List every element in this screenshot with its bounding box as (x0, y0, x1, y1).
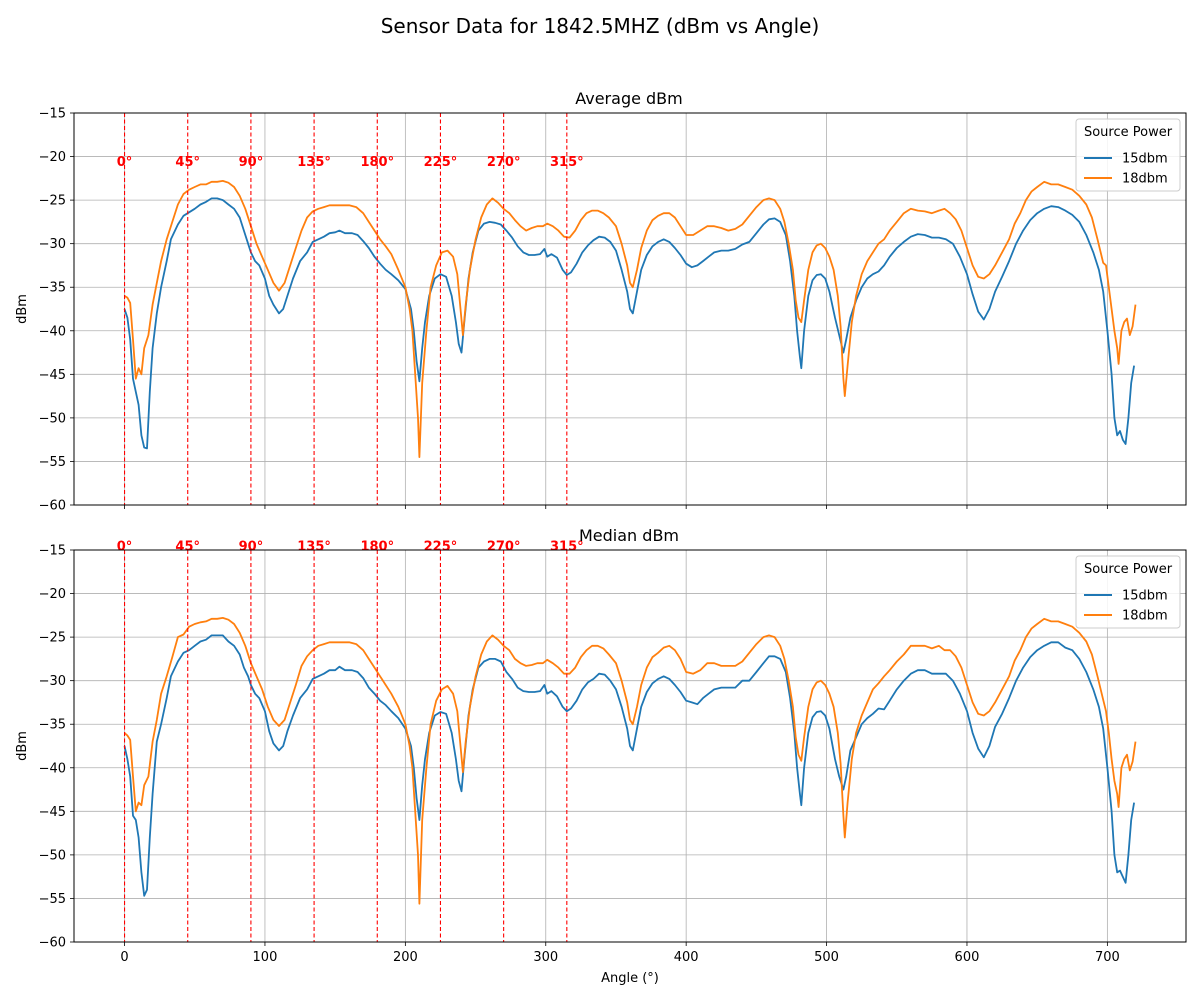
subplot-1: −60 −55 −50 −45 −40 −35 −30 −25 −20 −15 0° 45° 90° 13… (15, 89, 1187, 514)
legend-entry: 15dbm (1122, 152, 1168, 167)
x-tick-label: 100 (253, 950, 278, 965)
angle-marker-label: 270° (487, 155, 521, 170)
y-tick-label: −35 (39, 281, 66, 296)
series-line-18dbm (123, 617, 1137, 905)
axes-frame (73, 112, 1187, 506)
legend-entry: 18dbm (1122, 609, 1168, 624)
angle-marker-label: 225° (424, 540, 458, 555)
legend-entry: 15dbm (1122, 589, 1168, 604)
y-axis-label: dBm (15, 294, 30, 324)
y-tick-label: −35 (39, 718, 66, 733)
y-tick-label: −60 (39, 936, 66, 951)
angle-marker-label: 0° (117, 155, 133, 170)
series-line-15dbm (123, 197, 1135, 450)
y-tick-label: −50 (39, 848, 66, 863)
x-tick-label: 200 (393, 950, 418, 965)
y-tick-label: −55 (39, 892, 66, 907)
x-tick-label: 300 (533, 950, 558, 965)
angle-marker-label: 180° (360, 155, 394, 170)
angle-marker-label: 270° (487, 540, 521, 555)
angle-marker-label: 45° (175, 155, 200, 170)
subplot-title: Average dBm (575, 89, 683, 108)
legend-box (1075, 118, 1181, 192)
y-tick-label: −25 (39, 631, 66, 646)
x-tick-label: 600 (955, 950, 980, 965)
y-tick-label: −40 (39, 324, 66, 339)
y-tick-label: −55 (39, 455, 66, 470)
subplot-2: −60 −55 −50 −45 −40 −35 −30 −25 −20 −15 0 100 200 300… (15, 526, 1187, 986)
angle-marker-label: 315° (550, 155, 584, 170)
legend: Source Power 15dbm 18dbm (1075, 118, 1181, 192)
x-axis-label: Angle (°) (601, 971, 659, 986)
angle-marker-label: 135° (297, 155, 331, 170)
legend-title: Source Power (1084, 125, 1173, 140)
angle-marker-label: 0° (117, 540, 133, 555)
x-tick-label: 400 (674, 950, 699, 965)
angle-marker-label: 90° (239, 155, 264, 170)
y-tick-label: −40 (39, 761, 66, 776)
angle-marker-label: 135° (297, 540, 331, 555)
legend-title: Source Power (1084, 562, 1173, 577)
y-tick-label: −20 (39, 587, 66, 602)
angle-marker-label: 225° (424, 155, 458, 170)
x-tick-label: 500 (814, 950, 839, 965)
y-axis-label: dBm (15, 731, 30, 761)
y-tick-label: −20 (39, 150, 66, 165)
angle-marker-label: 180° (360, 540, 394, 555)
x-tick-label: 0 (120, 950, 128, 965)
y-tick-label: −30 (39, 674, 66, 689)
axes-frame (73, 549, 1187, 943)
y-tick-label: −15 (39, 544, 66, 559)
legend: Source Power 15dbm 18dbm (1075, 555, 1181, 629)
y-tick-label: −45 (39, 368, 66, 383)
y-tick-label: −30 (39, 237, 66, 252)
angle-marker-label: 90° (239, 540, 264, 555)
y-tick-label: −15 (39, 107, 66, 122)
legend-entry: 18dbm (1122, 172, 1168, 187)
y-tick-label: −25 (39, 194, 66, 209)
series-line-18dbm (124, 180, 1137, 458)
angle-marker-label: 315° (550, 540, 584, 555)
y-tick-label: −45 (39, 805, 66, 820)
x-tick-label: 700 (1095, 950, 1120, 965)
y-tick-label: −60 (39, 499, 66, 514)
subplot-title: Median dBm (579, 526, 679, 545)
figure-title: Sensor Data for 1842.5MHZ (dBm vs Angle) (380, 14, 820, 38)
y-tick-label: −50 (39, 411, 66, 426)
angle-marker-label: 45° (175, 540, 200, 555)
legend-box (1075, 555, 1181, 629)
series-line-15dbm (123, 634, 1135, 897)
